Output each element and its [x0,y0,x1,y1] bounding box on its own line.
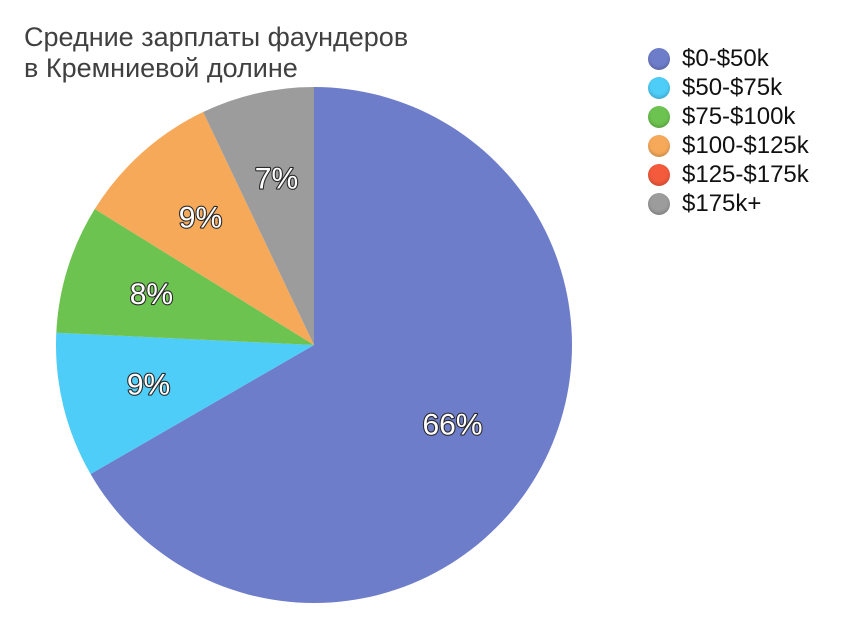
legend-label-75-100k: $75-$100k [682,102,796,130]
legend-item-125-175k: $125-$175k [648,160,809,189]
chart-legend: $0-$50k $50-$75k $75-$100k $100-$125k $1… [648,44,809,218]
pie-slice-75-100k [56,208,314,345]
pie-label-100-125k: 9% [179,202,222,235]
legend-swatch-175k-plus [648,192,670,215]
legend-swatch-125-175k [648,163,670,186]
pie-slice-175k [203,87,314,345]
pie-slice-50-75k [55,332,314,474]
pie-label-75-100k: 8% [130,278,173,311]
legend-swatch-75-100k [648,105,670,128]
pie-label-0-50k: 66% [423,408,483,441]
legend-item-50-75k: $50-$75k [648,73,809,102]
legend-label-0-50k: $0-$50k [682,44,769,72]
pie-label-50-75k: 9% [127,369,170,402]
legend-item-75-100k: $75-$100k [648,102,809,131]
legend-item-100-125k: $100-$125k [648,131,809,160]
pie-label-175k: 7% [255,162,298,195]
chart-title: Средние зарплаты фаундеров в Кремниевой … [24,22,408,84]
chart-title-line-2: в Кремниевой долине [24,53,298,83]
legend-label-50-75k: $50-$75k [682,73,783,101]
legend-item-175k-plus: $175k+ [648,189,809,218]
legend-swatch-50-75k [648,76,670,99]
legend-swatch-0-50k [648,47,670,70]
pie-slice-0-50k [90,87,573,603]
legend-label-175k-plus: $175k+ [682,189,762,217]
legend-label-100-125k: $100-$125k [682,131,809,159]
legend-label-125-175k: $125-$175k [682,160,809,188]
legend-swatch-100-125k [648,134,670,157]
chart-title-line-1: Средние зарплаты фаундеров [24,22,409,52]
pie-slice-100-125k [94,112,314,345]
legend-item-0-50k: $0-$50k [648,44,809,73]
